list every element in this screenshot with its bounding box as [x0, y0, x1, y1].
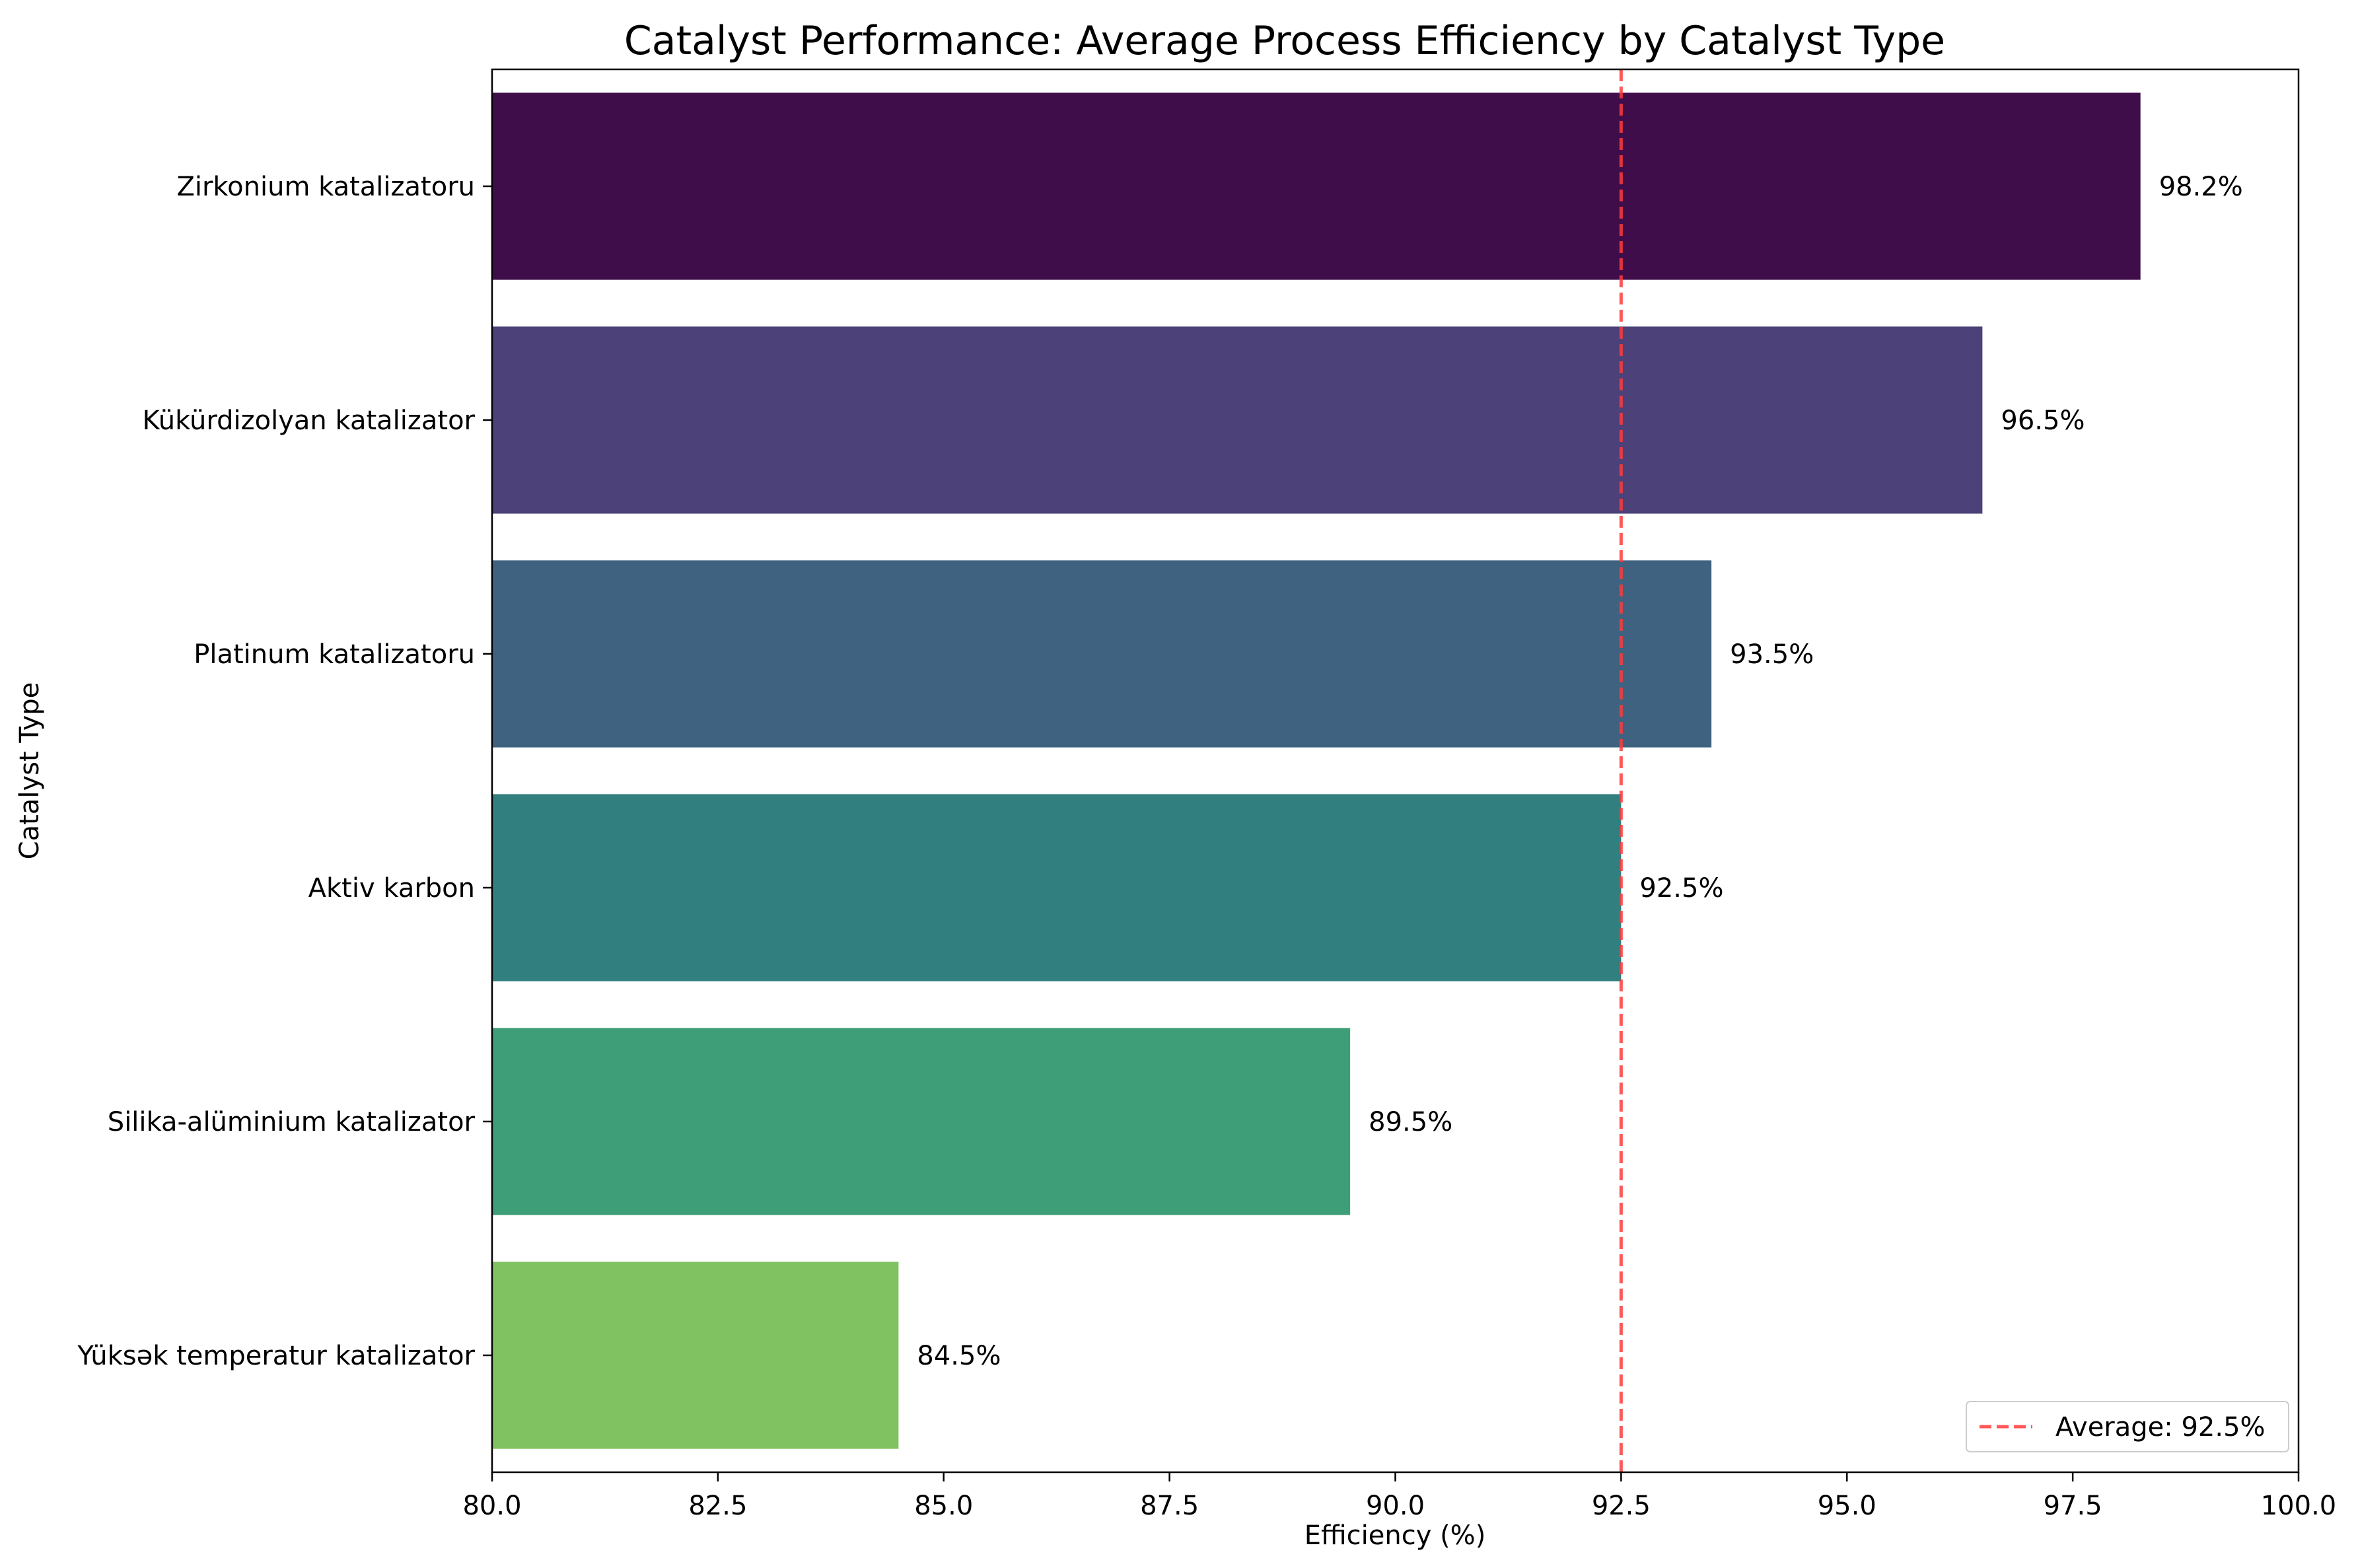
y-axis-ticks: Zirkonium katalizatoru Kükürdizolyan kata… [77, 172, 492, 1371]
x-tick-label: 95.0 [1818, 1491, 1876, 1521]
y-tick-label: Silika-alüminium katalizator [108, 1107, 476, 1137]
x-tick-label: 87.5 [1140, 1491, 1199, 1521]
x-tick-label: 82.5 [688, 1491, 747, 1521]
y-tick-label: Platinum katalizatoru [194, 639, 475, 670]
bar-value-label: 93.5% [1730, 639, 1814, 670]
bar [492, 92, 2141, 280]
legend-box [1966, 1401, 2289, 1452]
bar-value-label: 96.5% [2001, 406, 2085, 436]
bar-value-label: 98.2% [2159, 172, 2243, 202]
bar [492, 794, 1622, 981]
x-tick-label: 90.0 [1366, 1491, 1425, 1521]
bar [492, 1262, 899, 1449]
x-axis-ticks: 80.0 82.5 85.0 87.5 90.0 92.5 95.0 97.5 100.0 [462, 1472, 2336, 1521]
y-tick-label: Yüksək temperatur katalizator [77, 1341, 475, 1371]
x-tick-label: 97.5 [2044, 1491, 2102, 1521]
bar-value-label: 89.5% [1369, 1107, 1452, 1137]
bar [492, 326, 1983, 514]
chart-title: Catalyst Performance: Average Process Ef… [624, 18, 1945, 64]
bar-value-label: 92.5% [1639, 873, 1723, 904]
x-tick-label: 100.0 [2261, 1491, 2337, 1521]
bar-value-label: 84.5% [917, 1341, 1001, 1371]
bar [492, 1028, 1351, 1215]
bars-group [492, 92, 2141, 1449]
y-axis-label: Catalyst Type [15, 682, 45, 860]
y-tick-label: Zirkonium katalizatoru [176, 172, 475, 202]
plot-frame [491, 68, 2300, 1474]
legend-label: Average: 92.5% [2055, 1412, 2266, 1443]
legend: Average: 92.5% [1966, 1401, 2289, 1452]
x-tick-label: 80.0 [462, 1491, 521, 1521]
value-labels-group: 98.2% 96.5% 93.5% 92.5% 89.5% 84.5% [917, 172, 2242, 1371]
bar [492, 560, 1712, 748]
x-tick-label: 92.5 [1592, 1491, 1651, 1521]
x-axis-label: Efficiency (%) [1304, 1520, 1486, 1551]
y-tick-label: Kükürdizolyan katalizator [143, 406, 476, 436]
x-tick-label: 85.0 [914, 1491, 973, 1521]
y-tick-label: Aktiv karbon [308, 873, 475, 904]
